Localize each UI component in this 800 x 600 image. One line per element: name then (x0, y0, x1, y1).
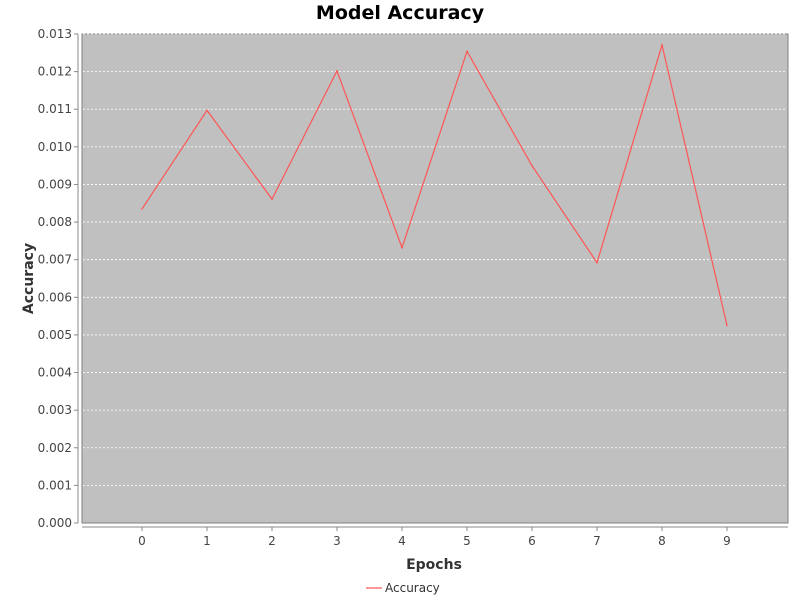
x-axis-title: Epochs (406, 557, 462, 573)
series-layer (141, 42, 728, 327)
y-tick-label: 0.001 (38, 478, 72, 492)
legend: Accuracy (366, 581, 440, 595)
chart-title: Model Accuracy (315, 2, 485, 24)
data-point (661, 44, 663, 46)
y-axis-title: Accuracy (21, 243, 37, 314)
y-tick-label: 0.011 (38, 102, 72, 116)
y-tick-label: 0.012 (38, 65, 72, 79)
x-tick-label: 0 (138, 534, 146, 548)
y-tick-label: 0.010 (38, 140, 72, 154)
data-point (726, 324, 728, 327)
y-tick-label: 0.013 (38, 27, 72, 41)
y-tick-label: 0.004 (38, 366, 72, 380)
data-point (531, 164, 533, 167)
legend-label-accuracy: Accuracy (385, 581, 440, 595)
series-line-accuracy (141, 42, 728, 326)
y-tick-label: 0.000 (38, 516, 72, 530)
x-tick-label: 9 (723, 534, 731, 548)
x-tick-label: 8 (658, 534, 666, 548)
x-tick-label: 7 (593, 534, 601, 548)
y-tick-label: 0.002 (38, 441, 72, 455)
data-point (336, 70, 338, 72)
data-point (596, 261, 598, 264)
x-tick-label: 5 (463, 534, 471, 548)
x-tick-label: 1 (203, 534, 211, 548)
data-point (271, 198, 273, 200)
gridlines (83, 33, 787, 486)
data-point (206, 109, 208, 112)
x-tick-label: 2 (268, 534, 276, 548)
x-tick-label: 6 (528, 534, 536, 548)
axes: 0.000 0.001 0.002 0.003 0.004 0.005 0.006 0.007… (38, 27, 788, 548)
data-point (466, 50, 468, 53)
y-tick-label: 0.005 (38, 328, 72, 342)
y-tick-label: 0.006 (38, 290, 72, 304)
y-tick-label: 0.003 (38, 403, 72, 417)
y-tick-label: 0.008 (38, 215, 72, 229)
plot-area (81, 33, 789, 524)
y-tick-label: 0.009 (38, 177, 72, 191)
y-tick-label: 0.007 (38, 253, 72, 267)
data-point (141, 208, 143, 210)
x-tick-label: 4 (398, 534, 406, 548)
data-point (401, 246, 403, 249)
x-tick-label: 3 (333, 534, 341, 548)
